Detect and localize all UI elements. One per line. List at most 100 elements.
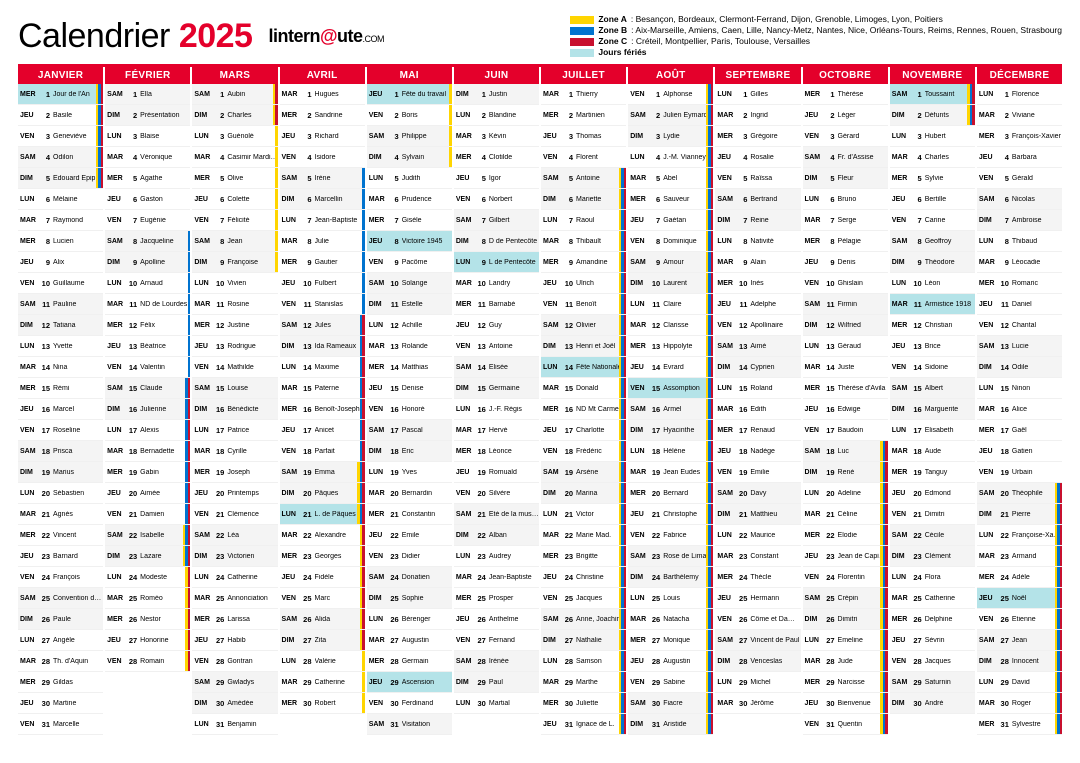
day-of-week: JEU: [20, 700, 38, 707]
day-row: MAR9Alain: [715, 252, 800, 273]
day-of-week: VEN: [717, 469, 735, 476]
day-number: 11: [823, 300, 835, 309]
zone-bar-a: [449, 105, 452, 125]
day-row: JEU17Charlotte: [541, 420, 626, 441]
day-of-week: DIM: [805, 616, 823, 623]
day-of-week: VEN: [805, 574, 823, 581]
day-number: 22: [997, 531, 1009, 540]
day-of-week: SAM: [892, 385, 910, 392]
day-of-week: MER: [717, 574, 735, 581]
day-of-week: JEU: [369, 385, 387, 392]
day-row: SAM20Davy: [715, 483, 800, 504]
zone-bars: [619, 168, 627, 188]
day-number: 4: [910, 153, 922, 162]
day-of-week: LUN: [107, 133, 125, 140]
day-number: 26: [561, 615, 573, 624]
saint-name: Visitation: [402, 721, 452, 728]
zone-bars: [706, 147, 714, 167]
saint-name: François: [53, 574, 103, 581]
saint-name: Ida Rameaux: [315, 343, 365, 350]
day-of-week: VEN: [979, 322, 997, 329]
day-number: 19: [387, 468, 399, 477]
day-number: 17: [910, 426, 922, 435]
day-of-week: SAM: [892, 679, 910, 686]
day-of-week: MER: [543, 259, 561, 266]
saint-name: Firmin: [838, 301, 888, 308]
saint-name: Catherine: [925, 595, 975, 602]
saint-name: Ingrid: [750, 112, 800, 119]
day-of-week: LUN: [107, 574, 125, 581]
day-of-week: JEU: [369, 532, 387, 539]
day-of-week: LUN: [20, 196, 38, 203]
day-number: 1: [648, 90, 660, 99]
day-of-week: JEU: [20, 112, 38, 119]
saint-name: Grégoire: [750, 133, 800, 140]
day-of-week: LUN: [20, 637, 38, 644]
day-number: 3: [997, 132, 1009, 141]
zone-bar-c: [1060, 567, 1063, 587]
zone-bars: [360, 567, 365, 587]
day-row: VEN12Chantal: [977, 315, 1062, 336]
day-number: 3: [910, 132, 922, 141]
saint-name: Albert: [925, 385, 975, 392]
day-row: SAM27Jean: [977, 630, 1062, 651]
day-row: DIM2Présentation: [105, 105, 190, 126]
zone-bars: [706, 525, 714, 545]
day-row: VEN5Raïssa: [715, 168, 800, 189]
day-row: LUN30Martial: [454, 693, 539, 714]
day-of-week: MAR: [107, 301, 125, 308]
saint-name: Alban: [489, 532, 539, 539]
saint-name: Anthelme: [489, 616, 539, 623]
zone-bars: [360, 378, 365, 398]
day-of-week: JEU: [543, 133, 561, 140]
saint-name: Clément: [925, 553, 975, 560]
day-of-week: SAM: [194, 91, 212, 98]
day-row: DIM14Cyprien: [715, 357, 800, 378]
saint-name: Reine: [750, 217, 800, 224]
day-of-week: LUN: [282, 217, 300, 224]
title-prefix: Calendrier: [18, 17, 170, 55]
day-of-week: MAR: [805, 217, 823, 224]
day-of-week: MER: [892, 616, 910, 623]
legend: Zone A : Besançon, Bordeaux, Clermont-Fe…: [570, 14, 1062, 58]
day-number: 2: [648, 111, 660, 120]
calendar-grid: JANVIERMER1Jour de l'AnJEU2BasileVEN3Gen…: [18, 64, 1062, 735]
saint-name: Bernardin: [402, 490, 452, 497]
day-of-week: VEN: [107, 658, 125, 665]
day-of-week: MER: [282, 553, 300, 560]
zone-bar-c: [188, 588, 191, 608]
saint-name: Norbert: [489, 196, 539, 203]
month-header: JANVIER: [18, 67, 103, 84]
day-number: 25: [212, 594, 224, 603]
day-number: 8: [38, 237, 50, 246]
day-number: 3: [212, 132, 224, 141]
day-number: 4: [212, 153, 224, 162]
day-row: DIM28Innocent: [977, 651, 1062, 672]
day-number: 7: [997, 216, 1009, 225]
saint-name: Agnès: [53, 511, 103, 518]
zone-bars: [619, 210, 627, 230]
saint-name: Ascension: [402, 679, 452, 686]
zone-bar-c: [711, 420, 714, 440]
day-row: JEU27Honorine: [105, 630, 190, 651]
day-number: 21: [823, 510, 835, 519]
day-of-week: LUN: [194, 280, 212, 287]
day-row: MAR5Abel: [628, 168, 713, 189]
saint-name: Augustin: [402, 637, 452, 644]
day-number: 25: [387, 594, 399, 603]
zone-bar-c: [972, 84, 975, 104]
day-row: MAR3Kévin: [454, 126, 539, 147]
day-row: DIM1Justin: [454, 84, 539, 105]
day-row: VEN4Florent: [541, 147, 626, 168]
zone-bars: [880, 504, 888, 524]
day-of-week: MAR: [979, 112, 997, 119]
day-of-week: MAR: [543, 91, 561, 98]
day-row: LUN20Sébastien: [18, 483, 103, 504]
day-row: SAM10Solange: [367, 273, 452, 294]
day-number: 30: [387, 699, 399, 708]
saint-name: Wilfried: [838, 322, 888, 329]
zone-bar-c: [711, 105, 714, 125]
day-row: LUN17Patrice: [192, 420, 277, 441]
day-row: MAR23Armand: [977, 546, 1062, 567]
day-of-week: LUN: [717, 385, 735, 392]
